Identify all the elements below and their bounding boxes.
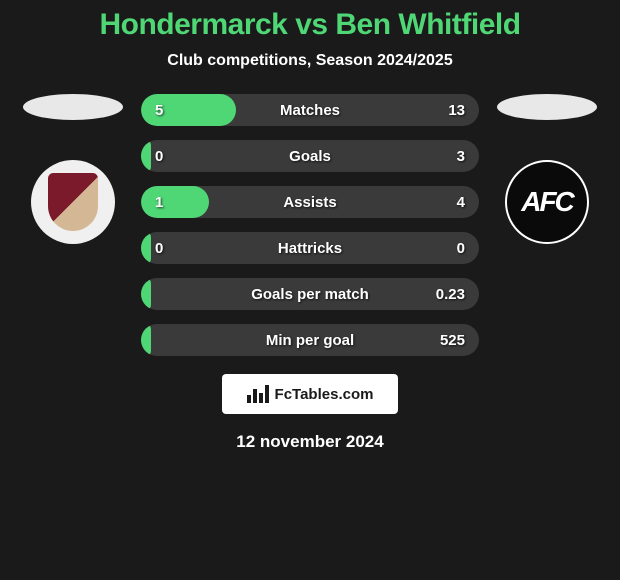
- stat-left-value: 0: [155, 240, 163, 257]
- stat-label: Goals per match: [251, 286, 369, 303]
- brand-text: FcTables.com: [275, 386, 374, 403]
- stat-left-value: 0: [155, 148, 163, 165]
- stat-right-value: 0: [457, 240, 465, 257]
- right-column: AFC: [497, 94, 597, 244]
- stat-label: Assists: [283, 194, 336, 211]
- right-crest-text: AFC: [521, 186, 573, 218]
- left-crest: [31, 160, 115, 244]
- stat-bar: Goals per match 0.23: [141, 278, 479, 310]
- left-crest-shield: [48, 173, 98, 231]
- stat-bar-fill: [141, 186, 209, 218]
- stat-bar-fill: [141, 278, 151, 310]
- stat-bar-fill: [141, 232, 151, 264]
- stat-right-value: 13: [448, 102, 465, 119]
- stat-right-value: 525: [440, 332, 465, 349]
- date-text: 12 november 2024: [236, 432, 383, 452]
- left-disc: [23, 94, 123, 120]
- stat-right-value: 4: [457, 194, 465, 211]
- stat-bar-fill: [141, 324, 151, 356]
- stat-left-value: 5: [155, 102, 163, 119]
- stat-right-value: 0.23: [436, 286, 465, 303]
- stat-left-value: 1: [155, 194, 163, 211]
- main-row: 5 Matches 13 0 Goals 3 1 Assists 4 0 Hattricks 0 Goa…: [0, 94, 620, 356]
- right-crest: AFC: [505, 160, 589, 244]
- left-column: [23, 94, 123, 244]
- brand-chart-icon: [247, 385, 269, 403]
- page-title: Hondermarck vs Ben Whitfield: [99, 8, 520, 42]
- brand-badge: FcTables.com: [222, 374, 398, 414]
- stat-bar-fill: [141, 140, 151, 172]
- right-disc: [497, 94, 597, 120]
- stat-bars: 5 Matches 13 0 Goals 3 1 Assists 4 0 Hattricks 0 Goa…: [141, 94, 479, 356]
- stat-bar: 5 Matches 13: [141, 94, 479, 126]
- stat-right-value: 3: [457, 148, 465, 165]
- subtitle: Club competitions, Season 2024/2025: [167, 52, 452, 70]
- stat-bar: 0 Goals 3: [141, 140, 479, 172]
- stat-label: Min per goal: [266, 332, 354, 349]
- stat-bar: 1 Assists 4: [141, 186, 479, 218]
- stat-label: Matches: [280, 102, 340, 119]
- stat-bar: 0 Hattricks 0: [141, 232, 479, 264]
- stat-label: Goals: [289, 148, 331, 165]
- stat-bar: Min per goal 525: [141, 324, 479, 356]
- infographic-container: Hondermarck vs Ben Whitfield Club compet…: [0, 0, 620, 580]
- stat-label: Hattricks: [278, 240, 342, 257]
